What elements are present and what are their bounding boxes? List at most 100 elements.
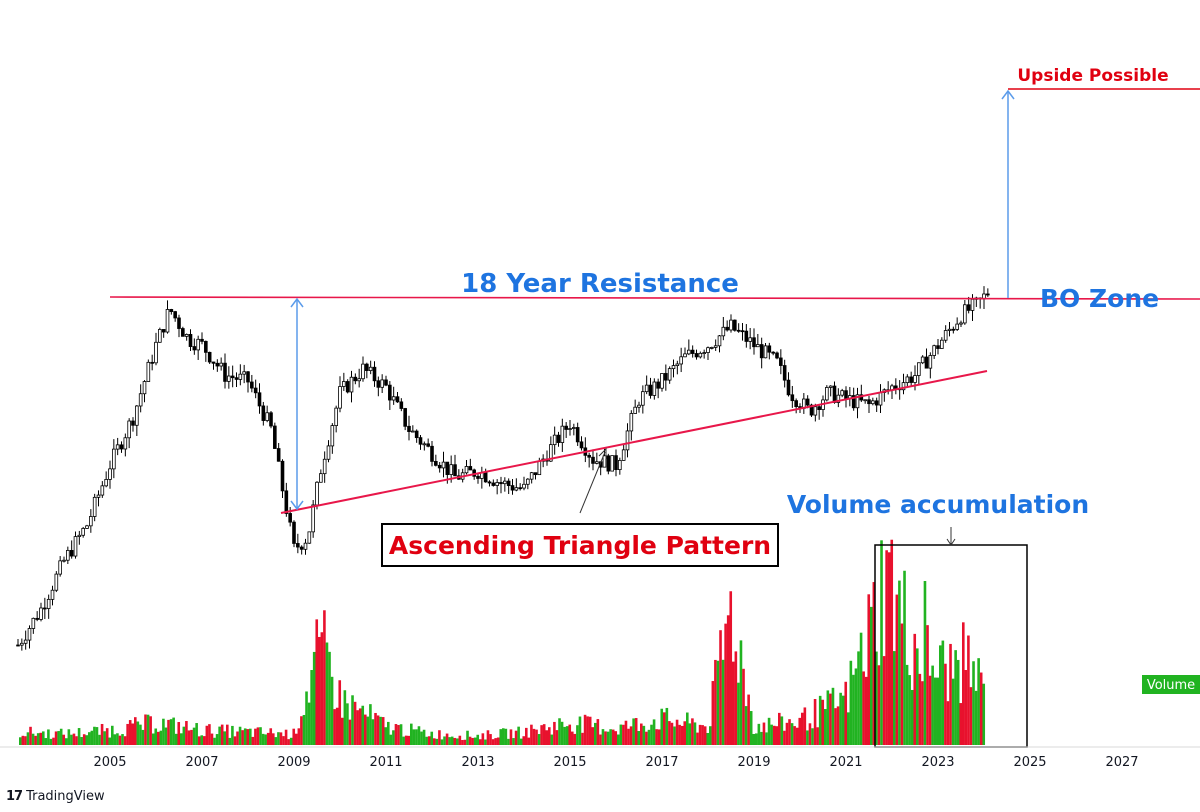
candle-49 — [204, 340, 208, 362]
volume-bar-18 — [65, 738, 68, 745]
volume-bar-207 — [548, 727, 551, 745]
volume-bar-21 — [72, 733, 76, 745]
volume-bar-173 — [461, 740, 464, 745]
volume-bar-70 — [197, 736, 201, 745]
volume-bar-15 — [57, 731, 60, 745]
volume-bar-183 — [486, 730, 490, 745]
candle-86 — [345, 379, 350, 394]
volume-bar-221 — [583, 714, 587, 745]
candle-34 — [146, 359, 151, 382]
tradingview-brand: 17 TradingView — [6, 786, 105, 806]
volume-bar-334 — [872, 582, 876, 745]
volume-bar-363 — [946, 701, 950, 745]
candle-161 — [633, 399, 637, 414]
candle-196 — [767, 342, 772, 360]
volume-bar-7 — [36, 733, 40, 745]
candle-105 — [418, 435, 423, 450]
candle-199 — [779, 349, 783, 375]
price-candles — [16, 286, 990, 651]
volume-bar-263 — [691, 718, 694, 745]
volume-bar-245 — [645, 731, 648, 745]
candle-248 — [966, 296, 971, 314]
candle-103 — [411, 425, 415, 433]
volume-bar-124 — [335, 707, 339, 745]
candle-58 — [238, 364, 243, 386]
volume-bar-43 — [128, 720, 132, 745]
candle-146 — [575, 422, 580, 446]
candle-171 — [671, 359, 676, 378]
candle-214 — [836, 388, 841, 408]
volume-bar-153 — [410, 723, 413, 745]
volume-bar-266 — [698, 724, 702, 745]
volume-bar-28 — [90, 730, 94, 745]
volume-bar-166 — [443, 736, 446, 745]
volume-bar-159 — [425, 736, 428, 745]
volume-bar-92 — [254, 728, 257, 745]
volume-bar-268 — [703, 726, 707, 745]
volume-bar-34 — [105, 728, 109, 745]
volume-bar-306 — [801, 712, 804, 745]
volume-bar-293 — [767, 717, 771, 745]
candle-23 — [104, 471, 108, 488]
volume-bar-180 — [479, 739, 482, 745]
volume-bar-345 — [900, 623, 904, 745]
candle-50 — [207, 351, 212, 365]
volume-bar-19 — [67, 729, 71, 745]
volume-bar-29 — [93, 726, 96, 745]
volume-bar-374 — [974, 690, 978, 745]
volume-bar-247 — [650, 724, 653, 745]
volume-bar-274 — [719, 630, 722, 745]
volume-bar-336 — [877, 665, 881, 745]
volume-bar-136 — [366, 716, 370, 745]
volume-bar-281 — [737, 682, 740, 745]
candle-19 — [89, 509, 93, 533]
volume-bar-47 — [139, 724, 142, 745]
volume-bar-350 — [913, 633, 917, 745]
volume-bar-111 — [302, 714, 306, 745]
volume-bar-252 — [663, 712, 666, 745]
volume-bar-53 — [154, 728, 158, 745]
candle-92 — [368, 360, 373, 375]
volume-bar-74 — [208, 724, 211, 745]
candle-107 — [426, 438, 430, 448]
volume-bar-216 — [571, 731, 574, 745]
volume-badge-text: Volume — [1147, 678, 1195, 693]
candle-186 — [729, 314, 733, 333]
candle-145 — [572, 423, 576, 436]
volume-bar-5 — [31, 733, 35, 745]
volume-bar-174 — [463, 739, 467, 745]
volume-bar-75 — [210, 733, 214, 745]
candle-179 — [702, 349, 706, 359]
candle-168 — [660, 373, 664, 392]
candle-57 — [234, 372, 239, 388]
candle-219 — [855, 387, 860, 419]
candle-165 — [648, 377, 653, 399]
volume-bar-355 — [926, 625, 929, 745]
volume-bar-296 — [775, 726, 779, 745]
volume-bars — [19, 539, 986, 745]
volume-bar-97 — [266, 732, 270, 745]
volume-bar-113 — [307, 702, 311, 745]
candle-200 — [782, 359, 787, 388]
volume-bar-26 — [85, 735, 89, 745]
volume-bar-237 — [624, 720, 628, 745]
volume-bar-368 — [959, 703, 963, 745]
volume-bar-319 — [834, 708, 837, 745]
volume-bar-332 — [867, 594, 871, 745]
candle-1 — [20, 638, 24, 651]
candle-30 — [131, 417, 135, 432]
volume-bar-364 — [949, 643, 952, 745]
volume-bar-353 — [921, 681, 924, 745]
x-tick-2025: 2025 — [1013, 755, 1046, 770]
candle-189 — [740, 322, 745, 341]
volume-bar-114 — [310, 670, 313, 745]
volume-bar-51 — [149, 716, 152, 745]
x-tick-2015: 2015 — [553, 755, 586, 770]
candle-128 — [506, 478, 511, 495]
candle-187 — [733, 319, 737, 332]
candle-75 — [303, 538, 308, 555]
volume-bar-292 — [765, 732, 768, 745]
volume-bar-323 — [844, 681, 848, 745]
candle-114 — [453, 454, 457, 477]
candle-35 — [150, 354, 154, 371]
